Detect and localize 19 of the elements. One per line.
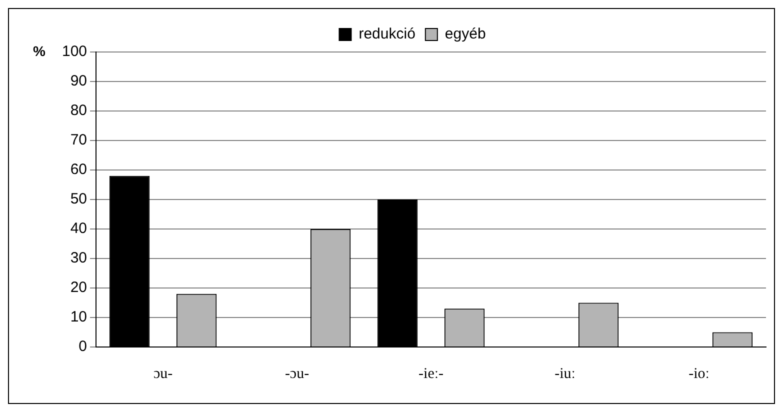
legend-label: egyéb bbox=[444, 26, 486, 43]
legend-label: redukció bbox=[358, 26, 416, 43]
y-tick-label: 90 bbox=[70, 72, 88, 90]
y-tick-label: 70 bbox=[70, 132, 88, 149]
y-tick-label: 10 bbox=[70, 308, 88, 326]
x-tick-label: ɔu- bbox=[153, 366, 173, 382]
y-tick-label: 0 bbox=[78, 338, 88, 356]
x-tick-label: -ɔu- bbox=[284, 366, 310, 382]
y-tick-label: 20 bbox=[70, 279, 88, 296]
y-tick-label: 100 bbox=[62, 43, 88, 60]
y-tick-label: 50 bbox=[70, 190, 88, 208]
y-tick-label: 30 bbox=[70, 250, 88, 267]
y-tick-label: 40 bbox=[70, 220, 88, 238]
y-axis-title: % bbox=[33, 42, 46, 59]
x-tick-label: -iuː bbox=[554, 366, 576, 382]
y-tick-label: 80 bbox=[70, 102, 88, 120]
y-tick-label: 60 bbox=[70, 161, 88, 178]
x-tick-label: -ioː bbox=[688, 366, 710, 382]
x-tick-label: -ieː- bbox=[418, 366, 444, 382]
